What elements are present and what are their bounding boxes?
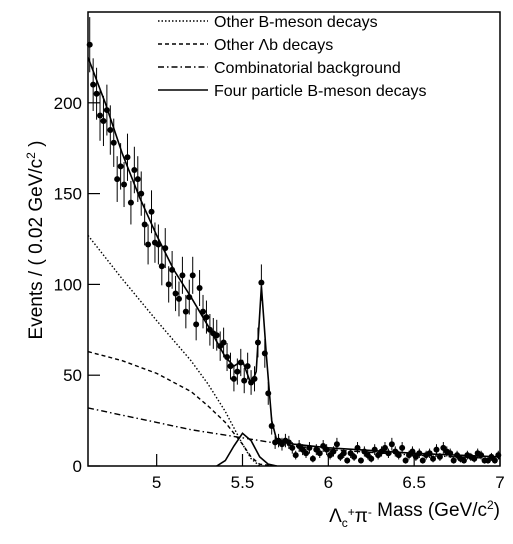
data-point — [145, 241, 152, 248]
data-point — [433, 446, 440, 453]
data-point — [340, 450, 347, 457]
data-point — [309, 455, 316, 462]
data-point — [158, 263, 165, 270]
x-axis-title-part: + — [348, 505, 355, 519]
data-point — [357, 457, 364, 464]
data-point — [175, 295, 182, 302]
data-point — [351, 453, 358, 460]
data-point — [234, 368, 241, 375]
data-point — [244, 363, 251, 370]
x-axis-title-part: ) — [494, 500, 500, 521]
y-tick-label: 150 — [54, 185, 82, 204]
y-axis-title-part: Events / ( 0.02 GeV/c — [26, 159, 47, 340]
x-axis-title-part: Λ — [329, 506, 342, 527]
data-point — [114, 176, 121, 183]
data-point — [316, 450, 323, 457]
data-point — [399, 444, 406, 451]
data-point — [381, 444, 388, 451]
fit-curve — [88, 350, 277, 466]
legend-label: Four particle B-meson decays — [214, 83, 427, 100]
data-point — [430, 455, 437, 462]
x-tick-label: 5 — [152, 473, 161, 492]
data-point — [371, 446, 378, 453]
data-point — [213, 332, 220, 339]
data-point — [127, 199, 134, 206]
y-axis-title-part: 2 — [24, 152, 38, 159]
y-axis-title: Events / ( 0.02 GeV/c2 ) — [24, 141, 47, 340]
fit-curve — [88, 57, 500, 458]
data-point — [289, 444, 296, 451]
data-point — [344, 457, 351, 464]
data-point — [172, 290, 179, 297]
x-axis-title-part: 2 — [487, 498, 494, 512]
data-point — [200, 308, 207, 315]
fit-curve — [216, 432, 277, 466]
data-point — [368, 455, 375, 462]
x-tick-label: 6.5 — [402, 473, 426, 492]
x-axis-title-part: c — [342, 516, 348, 530]
data-point — [189, 272, 196, 279]
data-point — [90, 81, 97, 88]
data-point — [131, 166, 138, 173]
y-tick-label: 100 — [54, 275, 82, 294]
data-point — [450, 457, 457, 464]
data-point — [182, 308, 189, 315]
data-point — [100, 117, 107, 124]
data-point — [117, 163, 124, 170]
data-point — [419, 457, 426, 464]
data-point — [193, 321, 200, 328]
data-point — [333, 441, 340, 448]
y-axis-title-part: ) — [26, 141, 47, 153]
x-axis-title-part: Mass (GeV/c — [372, 500, 487, 521]
x-tick-label: 7 — [495, 473, 504, 492]
x-axis-title-part: π — [355, 506, 368, 527]
data-point — [230, 375, 237, 382]
data-point — [93, 90, 100, 97]
data-point — [303, 450, 310, 457]
y-tick-label: 50 — [63, 366, 82, 385]
x-tick-label: 6 — [324, 473, 333, 492]
y-tick-label: 200 — [54, 94, 82, 113]
x-axis-title-part: - — [368, 505, 372, 519]
data-point — [179, 272, 186, 279]
data-point — [107, 127, 114, 134]
fit-curve — [88, 407, 500, 460]
data-point — [165, 281, 172, 288]
data-point — [138, 190, 145, 197]
legend-label: Combinatorial background — [214, 60, 401, 77]
data-point — [110, 139, 117, 146]
data-point — [402, 457, 409, 464]
y-tick-label: 0 — [73, 457, 82, 476]
data-point — [241, 377, 248, 384]
data-point — [148, 208, 155, 215]
x-tick-label: 5.5 — [231, 473, 255, 492]
data-point — [220, 339, 227, 346]
data-point — [121, 181, 128, 188]
data-point — [97, 112, 104, 119]
data-point — [86, 41, 93, 48]
data-point — [203, 314, 210, 321]
data-point — [224, 354, 231, 361]
legend-label: Other B-meson decays — [214, 14, 378, 31]
data-point — [258, 279, 265, 286]
data-point — [292, 452, 299, 459]
data-point — [460, 457, 467, 464]
data-point — [196, 285, 203, 292]
x-axis-title: Λc+π- Mass (GeV/c2) — [329, 498, 500, 530]
data-point — [141, 221, 148, 228]
legend-label: Other Λb decays — [214, 37, 333, 54]
data-point — [388, 441, 395, 448]
data-point — [134, 176, 141, 183]
plot-frame — [87, 11, 501, 467]
data-point — [124, 154, 131, 161]
